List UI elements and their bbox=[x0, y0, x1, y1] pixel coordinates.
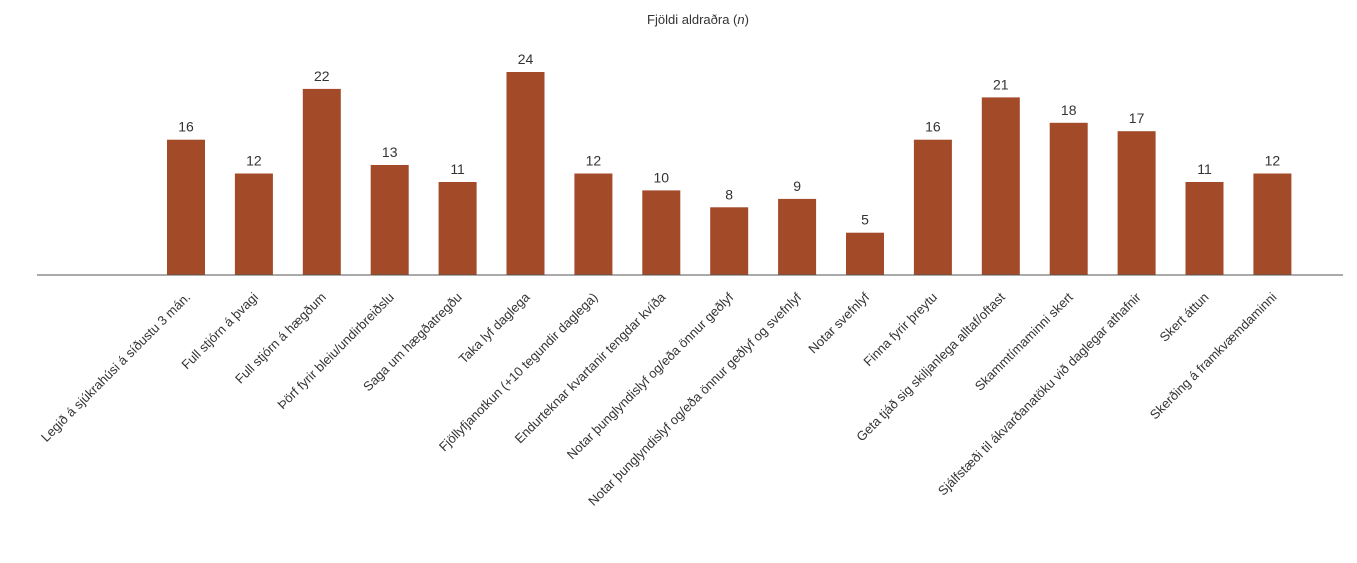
bar-value-label: 12 bbox=[1265, 153, 1281, 169]
bar-value-label: 17 bbox=[1129, 110, 1145, 126]
bar bbox=[302, 88, 341, 276]
bars-group bbox=[167, 72, 1292, 276]
bar-value-label: 22 bbox=[314, 68, 330, 84]
bar bbox=[1117, 131, 1156, 275]
category-tick-label: Endurteknar kvartanir tengdar kvíða bbox=[512, 289, 669, 446]
value-labels-group: 16 12 22 13 11 24 12 10 8 9 5 16 21 18 17 11 12 bbox=[178, 51, 1280, 228]
category-tick-label: Legið á sjúkrahúsi á síðustu 3 mán. bbox=[38, 290, 193, 445]
bar bbox=[506, 72, 545, 275]
bar-value-label: 10 bbox=[654, 169, 670, 185]
bar-value-label: 18 bbox=[1061, 102, 1077, 118]
bar bbox=[1185, 182, 1224, 275]
category-tick-label: Taka lyf daglega bbox=[456, 289, 534, 367]
bar bbox=[1049, 122, 1088, 276]
bar-value-label: 24 bbox=[518, 51, 534, 67]
bar bbox=[642, 190, 681, 275]
bar-value-label: 11 bbox=[1197, 161, 1212, 177]
bar-value-label: 12 bbox=[586, 153, 602, 169]
bar bbox=[913, 139, 952, 275]
bar bbox=[846, 232, 884, 275]
category-tick-label: Notar svefnlyf bbox=[805, 289, 872, 356]
bar-value-label: 8 bbox=[725, 186, 733, 202]
bar bbox=[710, 207, 749, 275]
category-labels-group: Legið á sjúkrahúsi á síðustu 3 mán.Full … bbox=[38, 289, 1280, 509]
bar bbox=[778, 198, 817, 275]
category-tick-label: Finna fyrir þreytu bbox=[860, 290, 940, 370]
bar-value-label: 13 bbox=[382, 144, 398, 160]
bar-value-label: 16 bbox=[925, 119, 941, 135]
chart-title-close-paren: ) bbox=[745, 12, 749, 27]
bar bbox=[438, 182, 477, 275]
category-tick-label: Þörf fyrir bleiu/undirbreiðslu bbox=[274, 290, 396, 412]
bar bbox=[1253, 173, 1292, 275]
bar-value-label: 9 bbox=[793, 178, 801, 194]
chart-title-suffix: n bbox=[737, 12, 744, 27]
bar-value-label: 21 bbox=[993, 76, 1009, 92]
chart-title-main: Fjöldi aldraðra bbox=[647, 12, 730, 27]
bar bbox=[370, 165, 409, 275]
bar bbox=[574, 173, 613, 275]
bar-value-label: 12 bbox=[246, 153, 262, 169]
bar bbox=[167, 139, 205, 275]
bar-value-label: 16 bbox=[178, 119, 194, 135]
category-tick-label: Geta tjáð sig skiljanlega alltaf/oftast bbox=[853, 289, 1008, 444]
chart-title: Fjöldi aldraðra (n) bbox=[647, 12, 749, 27]
category-tick-label: Skerðing á framkvæmdaminni bbox=[1147, 289, 1280, 422]
bar-value-label: 5 bbox=[861, 212, 869, 228]
chart-title-open-paren: ( bbox=[729, 12, 738, 27]
bar-value-label: 11 bbox=[450, 161, 465, 177]
bar bbox=[981, 97, 1020, 276]
category-tick-label: Skert áttun bbox=[1157, 290, 1212, 345]
bar bbox=[234, 173, 273, 275]
